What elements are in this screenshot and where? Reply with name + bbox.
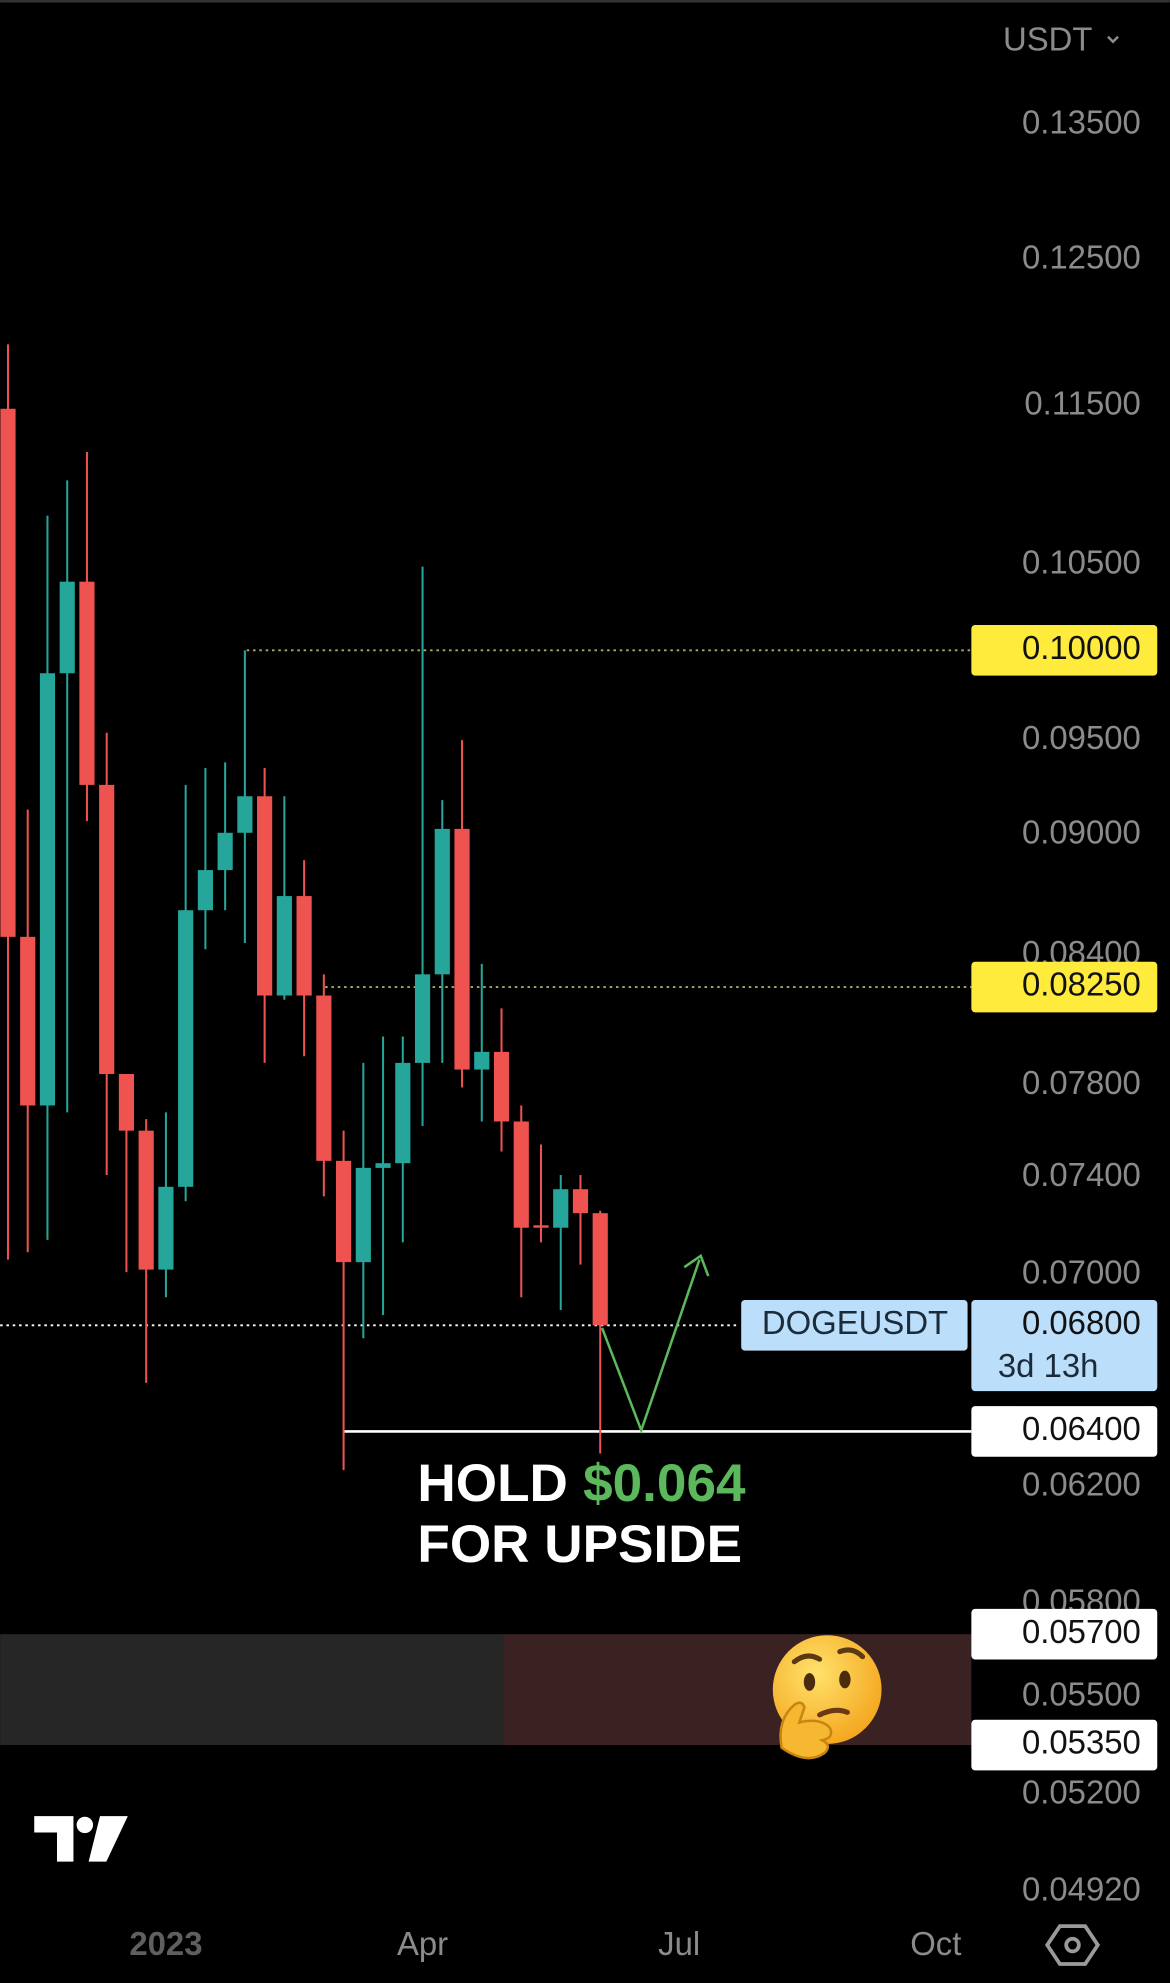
x-tick-label: 2023 [129, 1925, 202, 1962]
annotation-hold: HOLD [417, 1454, 567, 1513]
y-tick-label: 0.07400 [1022, 1156, 1141, 1193]
symbol-label: DOGEUSDT [762, 1304, 948, 1341]
price-line-layer [0, 649, 972, 1433]
zone-right [503, 1634, 972, 1746]
annotation-line-1: HOLD $0.064 [417, 1454, 746, 1513]
y-tick-label: 0.09000 [1022, 813, 1141, 850]
candle-body [237, 796, 253, 833]
candle-body [592, 1213, 608, 1326]
candle-body [118, 1074, 135, 1131]
y-tick-label: 0.07800 [1022, 1064, 1141, 1101]
candle-body [20, 936, 36, 1106]
candle-body [217, 832, 233, 871]
candle-body [316, 995, 332, 1161]
candle-body [434, 828, 450, 975]
candle-body [375, 1163, 391, 1168]
price-label: 0.08250 [1022, 966, 1141, 1003]
tradingview-logo [34, 1816, 128, 1862]
candle-body [197, 870, 213, 911]
candle-body [572, 1189, 589, 1214]
price-label-box [971, 1608, 1158, 1660]
candle-body [178, 910, 194, 1187]
price-label: 0.06400 [1022, 1410, 1141, 1447]
y-tick-label: 0.05200 [1022, 1774, 1141, 1811]
currency-chevron[interactable] [1107, 35, 1119, 44]
candle-body [355, 1167, 371, 1263]
price-label: 0.10000 [1022, 629, 1141, 666]
y-tick-label: 0.09500 [1022, 719, 1141, 756]
settings-icon[interactable] [1044, 1924, 1101, 1966]
x-tick-label: Jul [658, 1925, 700, 1962]
y-tick-label: 0.06200 [1022, 1466, 1141, 1503]
candle-body [158, 1186, 174, 1270]
y-tick-label: 0.10500 [1022, 544, 1141, 581]
candle-body [257, 796, 273, 996]
candle-body [335, 1160, 352, 1263]
annotation-price: $0.064 [583, 1454, 746, 1513]
price-label-box [971, 1300, 1158, 1392]
candle-body [99, 784, 115, 1075]
annotation-line-2: FOR UPSIDE [417, 1515, 742, 1574]
y-tick-label: 0.07000 [1022, 1253, 1141, 1290]
symbol-box [741, 1300, 968, 1351]
candle-body [395, 1062, 411, 1164]
thinking-face [772, 1635, 882, 1760]
price-label-box [971, 1719, 1158, 1771]
projection-arrow [600, 1253, 710, 1435]
price-label: 0.05700 [1022, 1613, 1141, 1650]
candle-body [276, 896, 292, 996]
candle-body [79, 581, 95, 785]
y-tick-label: 0.13500 [1022, 104, 1141, 141]
candle-body [296, 896, 312, 996]
candle-body [59, 581, 75, 674]
currency-label[interactable]: USDT [1003, 20, 1093, 57]
candle-body [493, 1051, 510, 1122]
price-label-box [971, 1406, 1158, 1457]
zone-left [0, 1634, 504, 1746]
candle-body [39, 673, 56, 1106]
label-layer: 0.10000 0.08250 3d 13h DOGEUSDT 0.06800 0.064… [417, 625, 1158, 1771]
candle-body [414, 974, 431, 1063]
candle-layer [0, 344, 608, 1471]
candle-body [454, 828, 470, 1070]
x-tick-label: Apr [397, 1925, 448, 1962]
countdown: 3d 13h [998, 1347, 1099, 1384]
y-tick-label: 0.11500 [1024, 384, 1140, 421]
candle-body [553, 1189, 569, 1228]
candle-body [0, 408, 16, 937]
price-label-box [971, 961, 1158, 1013]
price-label: 0.05350 [1022, 1724, 1141, 1761]
price-label: 0.06800 [1022, 1304, 1141, 1341]
x-tick-label: Oct [910, 1925, 961, 1962]
y-tick-label: 0.04920 [1022, 1870, 1141, 1907]
y-tick-label: 0.05500 [1022, 1675, 1141, 1712]
zone-layer [0, 1634, 972, 1746]
price-label-box [971, 625, 1158, 676]
candle-body [138, 1130, 154, 1270]
candle-body [533, 1225, 549, 1228]
candle-body [513, 1121, 529, 1228]
candle-body [474, 1051, 490, 1070]
y-tick-label: 0.12500 [1022, 238, 1141, 275]
